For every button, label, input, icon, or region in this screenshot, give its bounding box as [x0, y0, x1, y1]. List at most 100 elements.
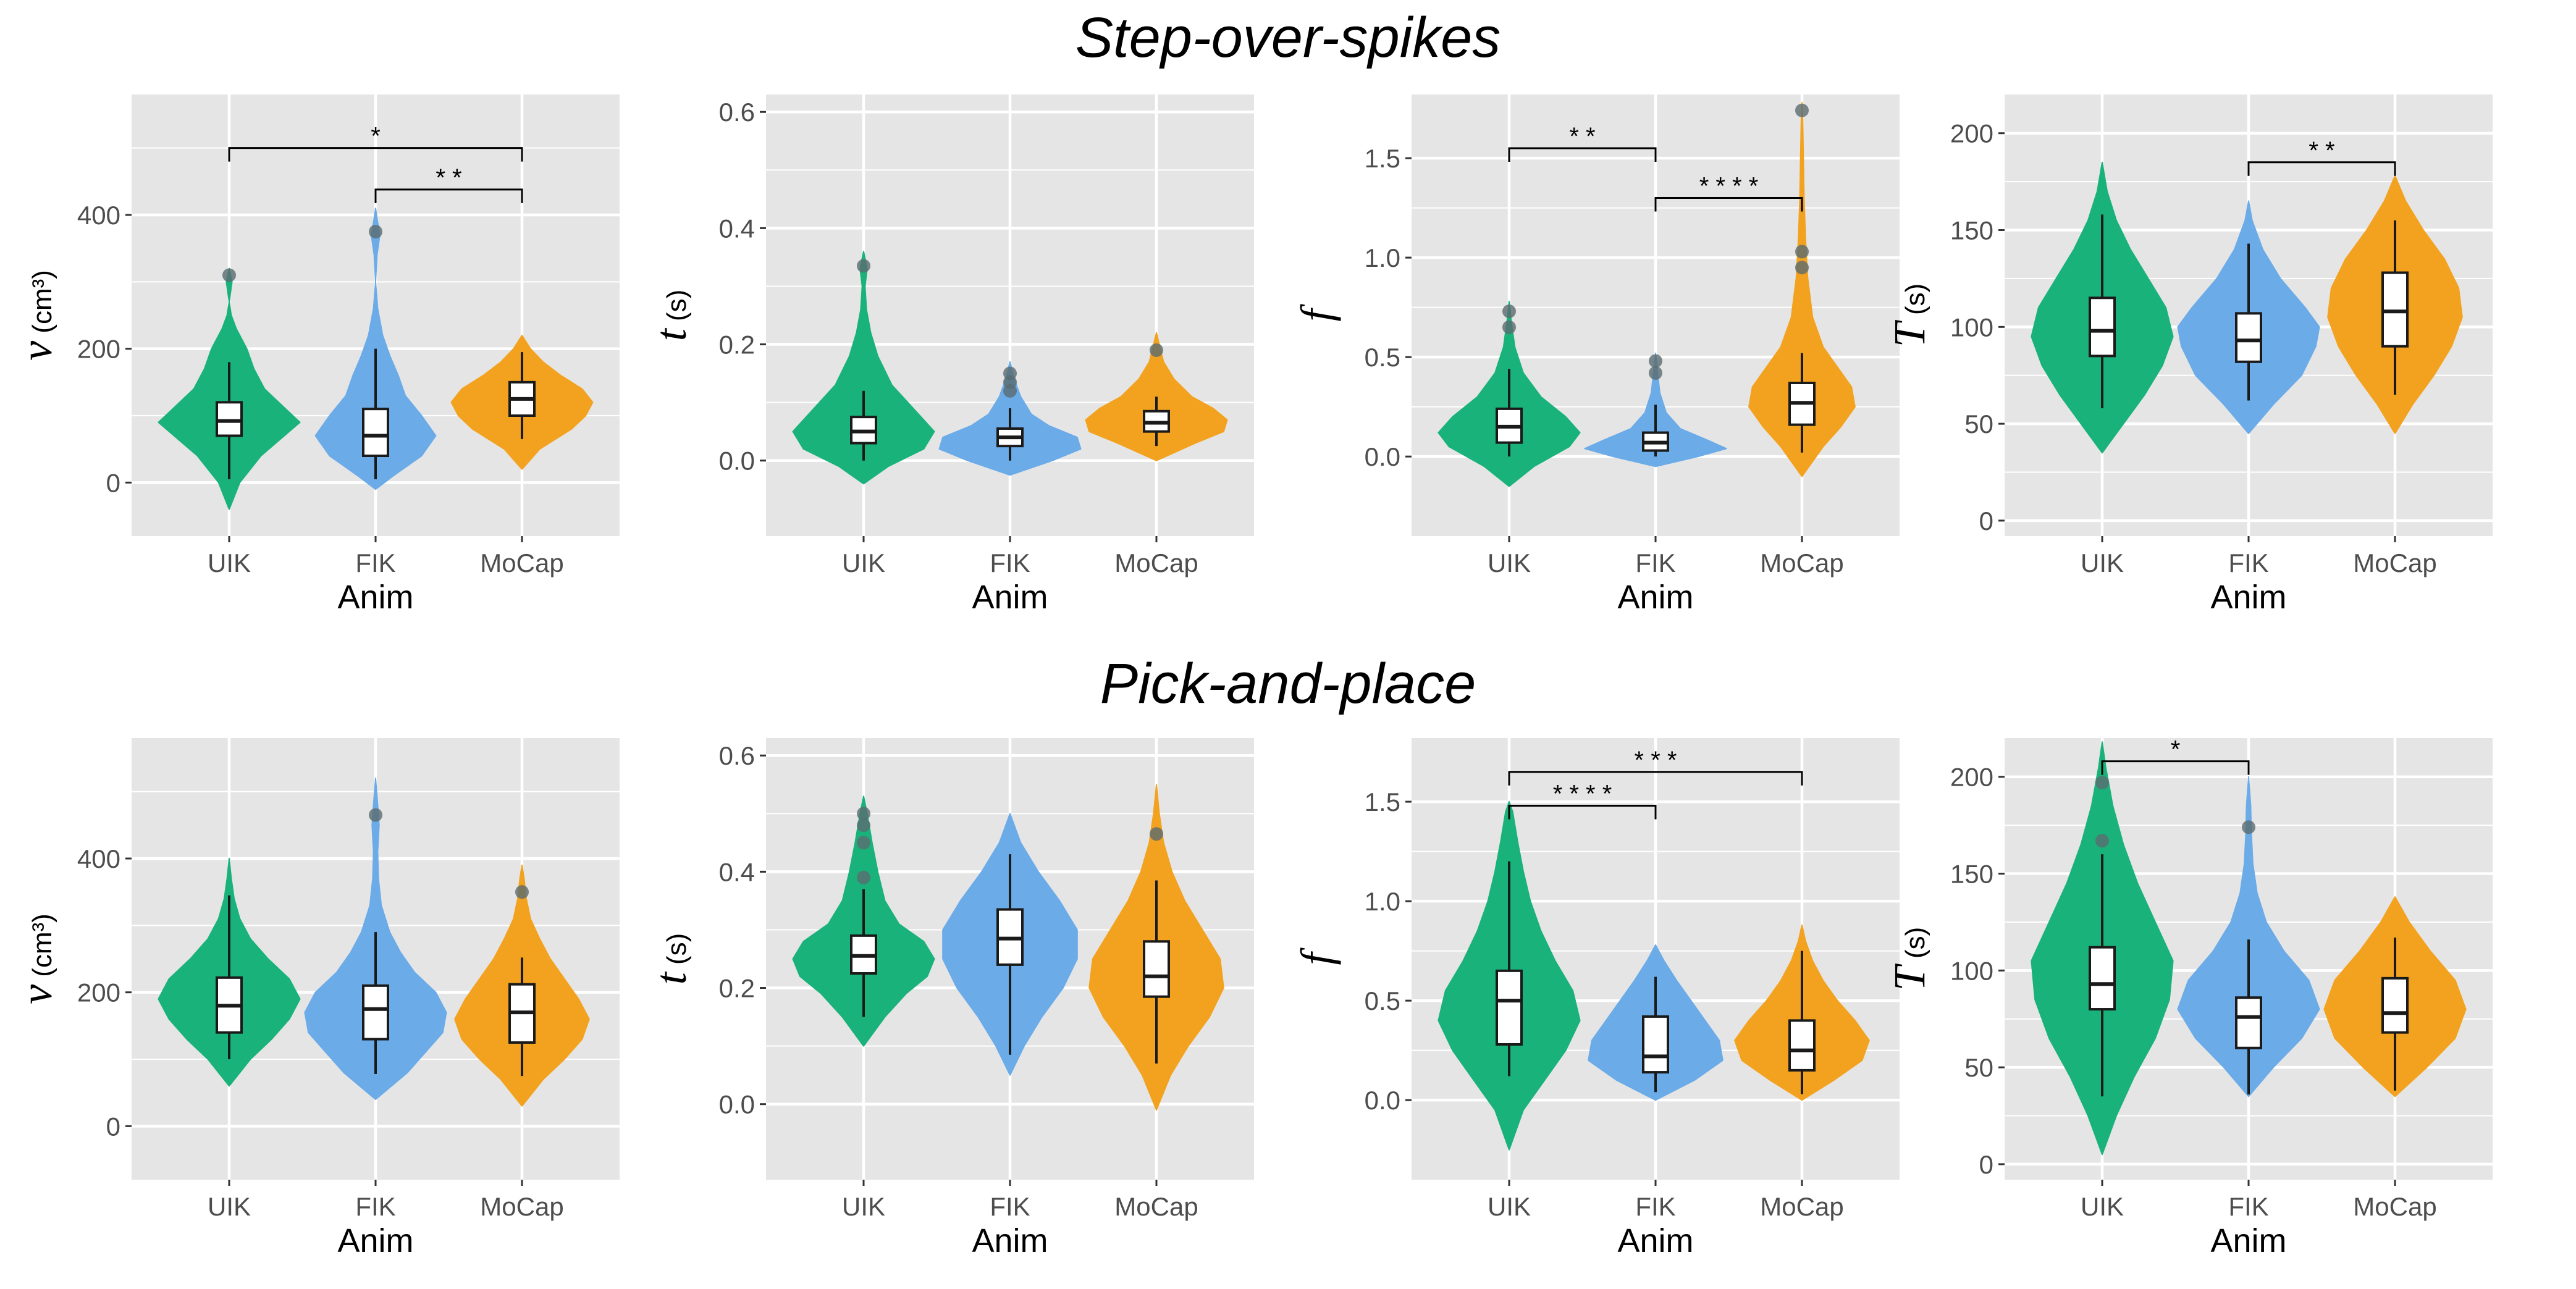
outlier-point [1795, 103, 1809, 117]
x-axis-title: Anim [972, 1222, 1048, 1259]
box-uik [1496, 969, 1523, 1046]
y-tick-label: 0 [1979, 506, 1993, 535]
x-axis-title: Anim [337, 1222, 413, 1259]
y-axis-unit: (cm³) [27, 913, 57, 985]
significance-label: * * * * [1553, 781, 1612, 808]
y-axis-symbol: T [1885, 319, 1934, 347]
panel-step-over-spikes-t: 0.0 0.2 0.4 0.6 UIK FIK MoCap Anim t (s) [646, 94, 1254, 616]
significance-label: * * [2309, 137, 2334, 164]
significance-label: * * [1569, 123, 1595, 150]
outlier-point [369, 808, 382, 822]
y-axis-unit: (cm³) [27, 270, 57, 341]
y-tick-label: 1.0 [1365, 887, 1400, 916]
x-tick-label: FIK [990, 1192, 1030, 1221]
y-tick-label: 200 [77, 335, 120, 364]
panel-step-over-spikes-f: 0.0 0.5 1.0 1.5 * * * * * * UIK FIK MoCap Anim f [1292, 94, 1900, 616]
y-axis-unit: (s) [1900, 927, 1930, 967]
x-tick-label: FIK [355, 1192, 395, 1221]
outlier-point [1150, 343, 1163, 357]
panel-pick-and-place-f: 0.0 0.5 1.0 1.5 * * * * * * * UIK FIK MoCap Anim f [1292, 738, 1900, 1259]
x-tick-label: UIK [208, 1192, 251, 1221]
panel-pick-and-place-v: 0 200 400 UIK FIK MoCap Anim v (cm³) [12, 738, 620, 1259]
y-tick-label: 0.6 [719, 741, 755, 770]
section-title-top: Step-over-spikes [1075, 6, 1501, 69]
box-uik [2089, 296, 2116, 358]
outlier-point [857, 836, 870, 850]
outlier-point [1795, 261, 1809, 275]
y-tick-label: 400 [77, 844, 120, 873]
x-axis-title: Anim [1617, 579, 1693, 616]
significance-label: * * [436, 164, 461, 191]
x-tick-label: UIK [1488, 548, 1531, 577]
y-tick-label: 0.0 [1365, 442, 1400, 471]
y-axis-title: T (s) [1885, 283, 1934, 348]
outlier-point [1502, 304, 1516, 319]
y-axis-symbol: v [12, 341, 61, 361]
outlier-point [857, 259, 870, 273]
x-tick-label: FIK [355, 548, 395, 577]
y-axis-symbol: t [646, 971, 696, 985]
x-axis-title: Anim [2210, 579, 2286, 616]
y-axis-title: v (cm³) [12, 913, 61, 1004]
y-tick-label: 200 [1950, 119, 1993, 148]
y-tick-label: 1.5 [1365, 144, 1400, 173]
x-tick-label: FIK [1635, 1192, 1675, 1221]
significance-bracket [1654, 196, 1803, 212]
x-tick-label: FIK [1635, 548, 1675, 577]
y-axis-title: f [1292, 304, 1341, 322]
y-tick-label: 0.4 [719, 857, 755, 886]
x-tick-label: MoCap [1114, 548, 1198, 577]
significance-bracket [1508, 805, 1657, 820]
x-tick-label: FIK [2228, 548, 2268, 577]
y-tick-label: 50 [1964, 1053, 1993, 1082]
outlier-point [369, 225, 382, 239]
box-mocap [1143, 940, 1170, 998]
box-mocap [1788, 1019, 1816, 1072]
outlier-point [515, 885, 529, 899]
significance-bracket [374, 188, 523, 203]
outlier-point [1150, 827, 1163, 841]
box-fik [362, 984, 389, 1041]
x-tick-label: MoCap [1760, 548, 1843, 577]
x-axis-title: Anim [2210, 1222, 2286, 1259]
y-axis-title: t (s) [646, 933, 696, 985]
outlier-point [2095, 776, 2109, 790]
y-axis-unit: (s) [662, 290, 692, 329]
y-axis-symbol: v [12, 985, 61, 1004]
y-tick-label: 100 [1950, 956, 1993, 985]
outlier-point [1502, 320, 1516, 334]
y-tick-label: 150 [1950, 216, 1993, 245]
y-tick-label: 100 [1950, 313, 1993, 342]
violin-fik [2177, 776, 2320, 1098]
x-tick-label: MoCap [480, 1192, 563, 1221]
y-tick-label: 0.0 [719, 447, 755, 476]
x-axis-title: Anim [337, 579, 413, 616]
x-tick-label: UIK [2081, 548, 2124, 577]
x-tick-label: MoCap [1760, 1192, 1843, 1221]
y-tick-label: 0.0 [1365, 1086, 1400, 1115]
significance-bracket [2247, 161, 2396, 176]
y-tick-label: 0.5 [1365, 343, 1400, 372]
y-tick-label: 0.4 [719, 214, 755, 243]
violin-mocap [1748, 101, 1856, 477]
box-fik [2235, 312, 2262, 363]
outlier-point [1649, 366, 1662, 380]
box-mocap [2381, 271, 2409, 348]
y-axis-title: f [1292, 947, 1341, 965]
violin-uik [792, 251, 935, 485]
x-tick-label: FIK [2228, 1192, 2268, 1221]
y-axis-title: v (cm³) [12, 270, 61, 361]
significance-label: * [371, 123, 381, 150]
x-tick-label: MoCap [1114, 1192, 1198, 1221]
box-uik [2089, 946, 2116, 1011]
panel-pick-and-place-t: 0.0 0.2 0.4 0.6 UIK FIK MoCap Anim t (s) [646, 738, 1254, 1259]
outlier-point [857, 807, 870, 821]
x-tick-label: UIK [842, 1192, 885, 1221]
panels-group: 0 200 400 * * * UIK FIK MoCap Anim v (cm³) 0.0 0.2 0… [12, 94, 2493, 1259]
outlier-point [1003, 366, 1017, 380]
x-tick-label: MoCap [2353, 548, 2436, 577]
outlier-point [2242, 820, 2255, 834]
significance-bracket [1508, 147, 1657, 162]
y-tick-label: 50 [1964, 409, 1993, 439]
y-tick-label: 0.2 [719, 330, 755, 359]
